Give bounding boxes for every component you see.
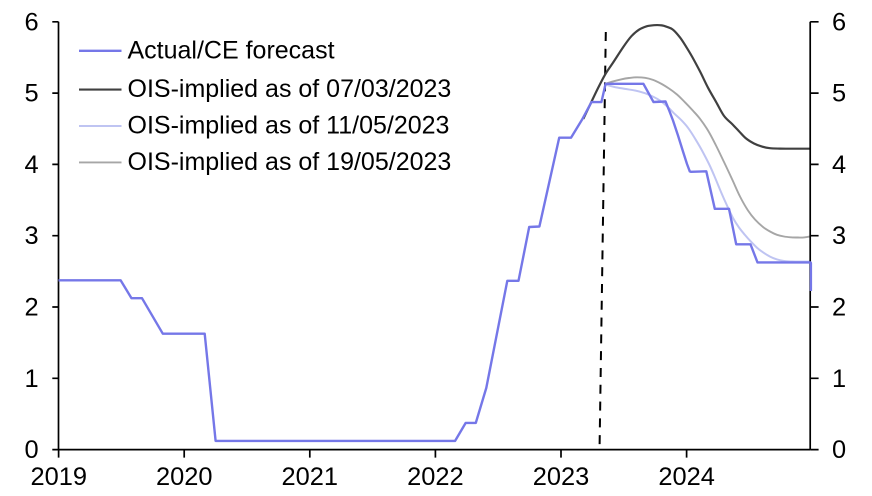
svg-text:4: 4 bbox=[24, 151, 38, 179]
svg-text:0: 0 bbox=[832, 436, 846, 464]
svg-text:OIS-implied as of 19/05/2023: OIS-implied as of 19/05/2023 bbox=[128, 148, 452, 176]
svg-text:2023: 2023 bbox=[533, 463, 589, 491]
svg-text:1: 1 bbox=[832, 365, 846, 393]
svg-text:6: 6 bbox=[24, 8, 38, 36]
svg-text:2: 2 bbox=[832, 294, 846, 322]
svg-text:OIS-implied as of 11/05/2023: OIS-implied as of 11/05/2023 bbox=[128, 112, 450, 140]
svg-text:2024: 2024 bbox=[658, 463, 714, 491]
svg-text:Actual/CE forecast: Actual/CE forecast bbox=[128, 36, 335, 64]
svg-text:6: 6 bbox=[832, 8, 846, 36]
svg-text:1: 1 bbox=[24, 365, 38, 393]
svg-text:OIS-implied as of 07/03/2023: OIS-implied as of 07/03/2023 bbox=[128, 75, 452, 103]
svg-text:5: 5 bbox=[24, 80, 38, 108]
svg-text:2: 2 bbox=[24, 294, 38, 322]
svg-text:2019: 2019 bbox=[30, 463, 86, 491]
svg-text:2020: 2020 bbox=[156, 463, 212, 491]
svg-text:2021: 2021 bbox=[282, 463, 338, 491]
svg-text:5: 5 bbox=[832, 80, 846, 108]
svg-text:0: 0 bbox=[24, 436, 38, 464]
svg-text:2022: 2022 bbox=[407, 463, 463, 491]
svg-text:3: 3 bbox=[832, 222, 846, 250]
svg-text:4: 4 bbox=[832, 151, 846, 179]
svg-text:3: 3 bbox=[24, 222, 38, 250]
